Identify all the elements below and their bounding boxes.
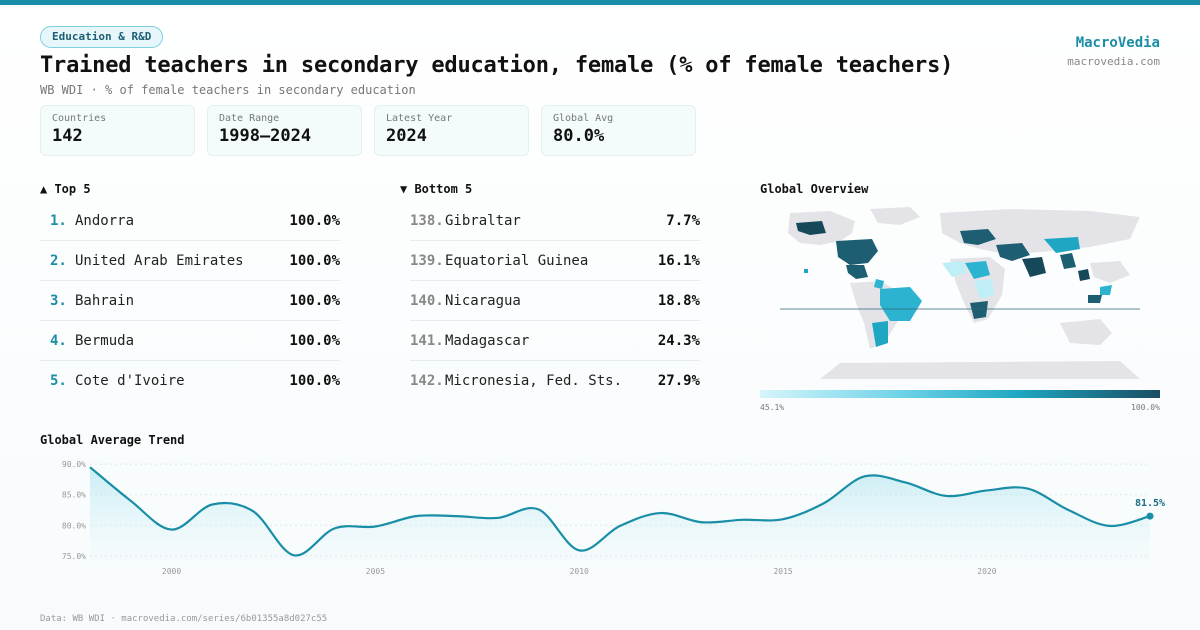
country-name: Nicaragua [445,292,521,309]
country-name: Cote d'Ivoire [75,373,185,389]
country-value: 100.0% [289,332,340,349]
rank-number: 4. [50,332,67,349]
trend-area [90,467,1150,562]
map-legend-max: 100.0% [1131,403,1160,412]
country-value: 100.0% [289,292,340,309]
stat-card-date-range: Date Range 1998–2024 [207,105,362,156]
stat-label: Date Range [219,113,280,124]
trend-last-point [1146,512,1154,520]
world-map[interactable] [760,203,1160,381]
map-legend-min: 45.1% [760,403,785,412]
top5-list: 1. Andorra 100.0% 2. United Arab Emirate… [40,201,340,401]
rank-number: 138. [410,212,444,229]
stat-value: 80.0% [553,126,605,146]
country-value: 100.0% [289,373,340,389]
rank-number: 2. [50,252,67,269]
rank-number: 5. [50,373,67,389]
stat-label: Countries [52,113,107,124]
country-name: Micronesia, Fed. Sts. [445,373,623,389]
y-tick-label: 85.0% [62,491,86,500]
brand-name[interactable]: MacroVedia [1075,35,1160,51]
country-name: United Arab Emirates [75,252,244,269]
trend-line [89,466,1151,557]
x-tick-label: 2005 [366,567,385,576]
rank-number: 3. [50,292,67,309]
stat-value: 2024 [386,126,427,146]
stat-value: 1998–2024 [219,126,312,146]
list-item[interactable]: 138. Gibraltar 7.7% [410,201,700,241]
trend-chart[interactable]: 75.0% 80.0% 85.0% 90.0% 2000 2005 2010 2015 202… [0,450,1200,580]
bottom5-title: ▼ Bottom 5 [400,182,473,196]
y-tick-label: 90.0% [62,460,86,469]
top5-title: ▲ Top 5 [40,182,91,196]
list-item[interactable]: 2. United Arab Emirates 100.0% [40,241,340,281]
x-tick-label: 2015 [773,567,792,576]
stat-card-global-avg: Global Avg 80.0% [541,105,696,156]
country-name: Bermuda [75,332,135,349]
country-name: Gibraltar [445,212,521,229]
brand: MacroVedia macrovedia.com [1067,35,1160,68]
country-name: Bahrain [75,292,135,309]
list-item[interactable]: 140. Nicaragua 18.8% [410,281,700,321]
world-map-svg [780,207,1140,379]
list-item[interactable]: 142. Micronesia, Fed. Sts. 27.9% [410,361,700,401]
stat-card-countries: Countries 142 [40,105,195,156]
trend-y-ticks: 75.0% 80.0% 85.0% 90.0% [62,460,86,561]
list-item[interactable]: 141. Madagascar 24.3% [410,321,700,361]
list-item[interactable]: 4. Bermuda 100.0% [40,321,340,361]
country-value: 16.1% [657,252,700,269]
stat-label: Latest Year [386,113,453,124]
country-value: 27.9% [657,373,700,389]
x-tick-label: 2020 [977,567,996,576]
list-item[interactable]: 1. Andorra 100.0% [40,201,340,241]
stat-value: 142 [52,126,83,146]
country-value: 7.7% [666,212,700,229]
country-value: 24.3% [657,332,700,349]
list-item[interactable]: 139. Equatorial Guinea 16.1% [410,241,700,281]
map-countries [796,221,1112,347]
trend-x-ticks: 2000 2005 2010 2015 2020 [162,567,997,576]
list-item[interactable]: 5. Cote d'Ivoire 100.0% [40,361,340,401]
country-value: 18.8% [657,292,700,309]
map-title: Global Overview [760,182,869,196]
y-tick-label: 75.0% [62,552,86,561]
country-value: 100.0% [289,212,340,229]
map-legend-bar [760,390,1160,398]
page-subtitle: WB WDI · % of female teachers in seconda… [40,83,416,97]
x-tick-label: 2000 [162,567,181,576]
country-name: Andorra [75,212,135,229]
category-badge[interactable]: Education & R&D [40,26,164,48]
brand-url[interactable]: macrovedia.com [1067,55,1160,68]
stats-row: Countries 142 Date Range 1998–2024 Lates… [40,105,696,156]
footer-source: Data: WB WDI · macrovedia.com/series/6b0… [40,614,328,624]
page-title: Trained teachers in secondary education,… [40,53,954,78]
top-accent-bar [0,0,1200,5]
trend-last-value-label: 81.5% [1135,498,1165,509]
rank-number: 139. [410,252,444,269]
country-name: Equatorial Guinea [445,252,589,269]
country-value: 100.0% [289,252,340,269]
rank-number: 141. [410,332,444,349]
stat-label: Global Avg [553,113,614,124]
trend-title: Global Average Trend [40,433,185,447]
bottom5-list: 138. Gibraltar 7.7% 139. Equatorial Guin… [410,201,700,401]
trend-points [1146,512,1154,520]
rank-number: 140. [410,292,444,309]
country-name: Madagascar [445,332,530,349]
list-item[interactable]: 3. Bahrain 100.0% [40,281,340,321]
rank-number: 1. [50,212,67,229]
x-tick-label: 2010 [570,567,589,576]
rank-number: 142. [410,373,444,389]
y-tick-label: 80.0% [62,521,86,530]
stat-card-latest-year: Latest Year 2024 [374,105,529,156]
